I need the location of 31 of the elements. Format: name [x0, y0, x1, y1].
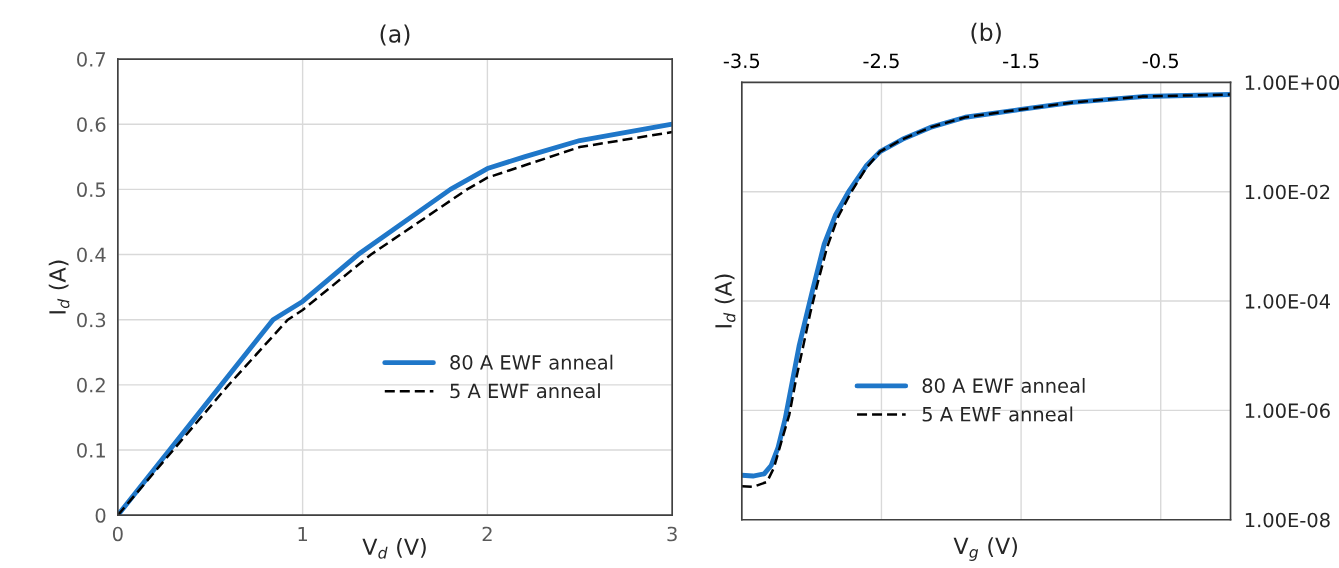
x-axis-title: V$_{g}$ (V): [953, 537, 1017, 561]
y-tick-label: 0.2: [77, 377, 105, 393]
y-tick-label: 0.3: [77, 312, 106, 328]
y-tick-label: 0.5: [77, 182, 106, 198]
y-tick-label: 1.00E-04: [1245, 294, 1330, 309]
y-tick-label: 1.00E-06: [1245, 403, 1330, 419]
y-tick-label: 0.4: [77, 247, 106, 263]
x-tick-label: 1: [298, 526, 307, 542]
x-axis-title: V$_{d}$ (V): [362, 537, 426, 559]
legend-label: 5 A EWF anneal: [922, 406, 1073, 422]
x-tick-label: -1.5: [1003, 53, 1039, 69]
chart-title: (b): [971, 22, 1001, 44]
legend-label: 80 A EWF anneal: [922, 377, 1085, 393]
y-axis-title: I$_{d}$ (A): [714, 274, 736, 328]
y-tick-label: 0: [95, 508, 106, 523]
legend-label: 80 A EWF anneal: [450, 354, 613, 370]
legend-label: 5 A EWF anneal: [450, 383, 600, 399]
x-tick-label: 3: [667, 526, 677, 542]
y-tick-label: 1.00E+00: [1245, 75, 1339, 91]
y-tick-label: 0.6: [77, 117, 106, 132]
y-tick-label: 1.00E-02: [1245, 184, 1330, 200]
y-axis-title: I$_{d}$ (A): [48, 260, 70, 314]
x-tick-label: -0.5: [1142, 53, 1178, 69]
y-tick-label: 0.7: [77, 52, 106, 67]
x-tick-label: -3.5: [723, 53, 760, 69]
y-tick-label: 1.00E-08: [1245, 512, 1330, 528]
x-tick-label: -2.5: [863, 53, 899, 69]
x-tick-label: 0: [112, 526, 123, 542]
chart-title: (a): [380, 24, 410, 46]
y-tick-label: 0.1: [77, 442, 105, 458]
x-tick-label: 2: [482, 526, 492, 542]
